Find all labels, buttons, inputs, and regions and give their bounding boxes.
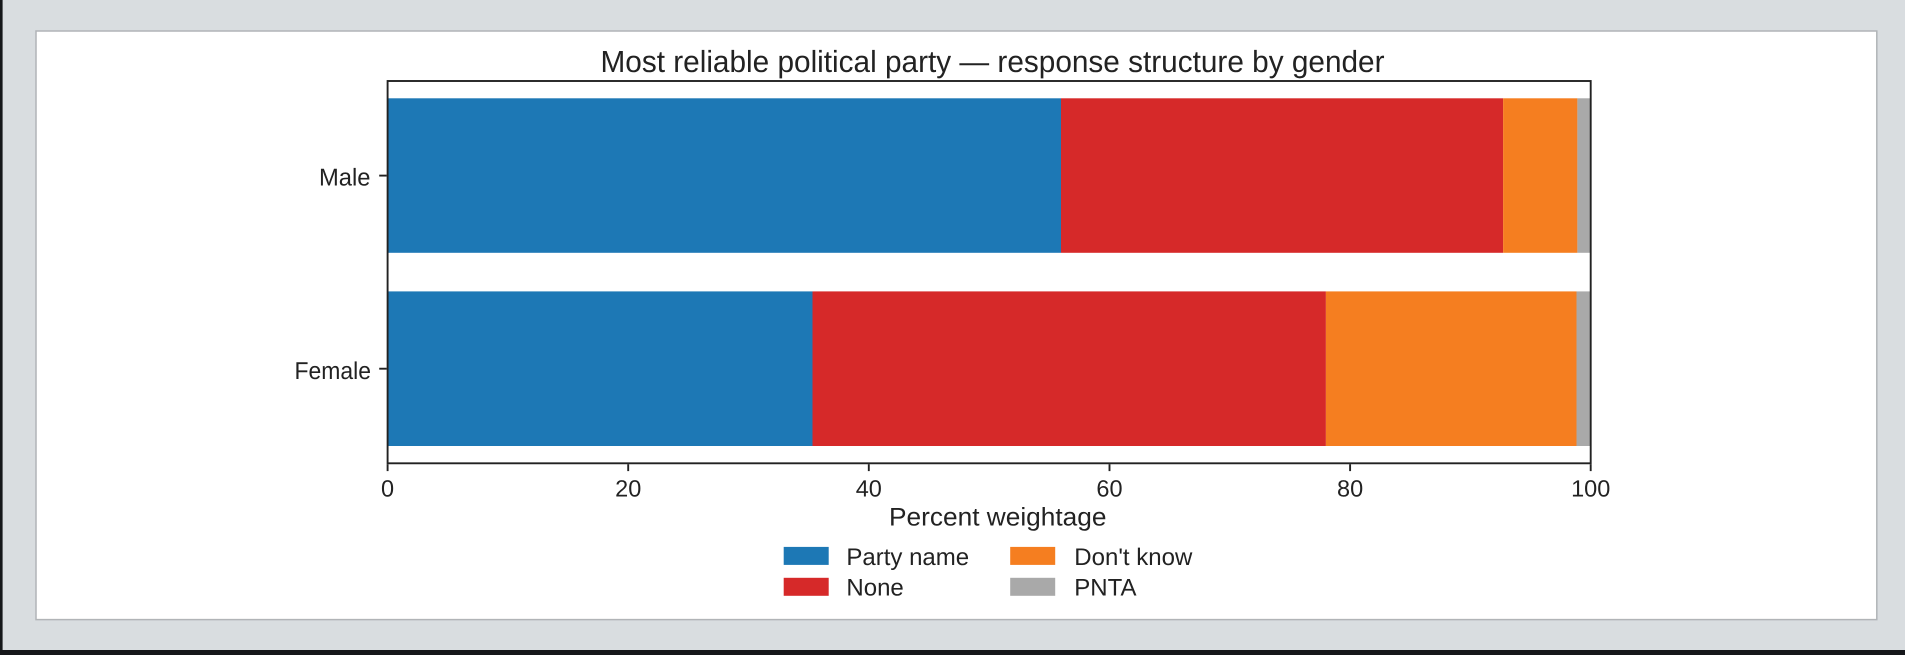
svg-text:Percent weightage: Percent weightage	[889, 504, 1107, 532]
svg-text:None: None	[846, 574, 903, 601]
svg-text:60: 60	[1096, 475, 1122, 501]
svg-text:Most reliable political party: Most reliable political party — response…	[601, 45, 1385, 79]
svg-text:Male: Male	[319, 165, 371, 192]
svg-text:0: 0	[381, 475, 394, 501]
svg-text:Party name: Party name	[846, 544, 969, 571]
svg-text:Don't know: Don't know	[1074, 544, 1193, 571]
svg-text:80: 80	[1337, 475, 1363, 501]
svg-text:PNTA: PNTA	[1074, 574, 1136, 601]
svg-text:Female: Female	[295, 358, 372, 385]
svg-text:20: 20	[615, 475, 641, 501]
svg-text:100: 100	[1571, 475, 1610, 501]
svg-text:40: 40	[856, 475, 882, 501]
